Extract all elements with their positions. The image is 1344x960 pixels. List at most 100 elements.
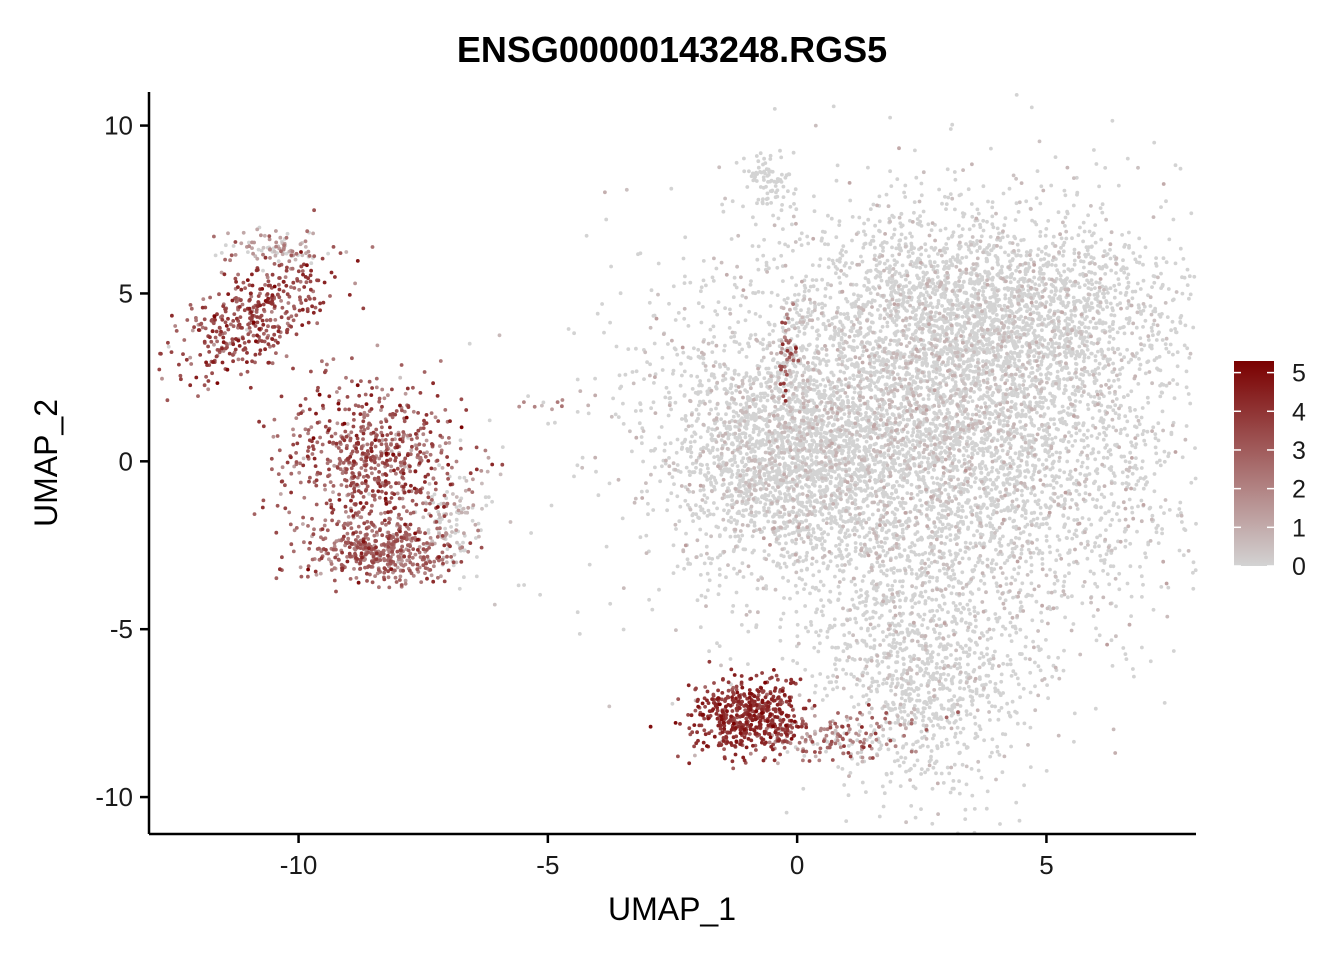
cell-point [868,268,873,273]
cell-point [1037,648,1042,653]
cell-point [1055,606,1059,610]
cell-point [842,370,846,375]
cell-point [959,391,964,395]
cell-point [246,250,250,255]
cell-point [939,477,944,482]
cell-point [926,397,931,401]
cell-point [877,544,881,549]
cell-point [978,510,983,515]
cell-point [1050,452,1055,457]
cell-point [804,274,808,279]
cell-point [793,399,798,404]
cell-point [1112,474,1117,478]
cell-point [1017,473,1022,478]
cell-point [819,598,823,602]
cell-point [892,512,897,517]
cell-point [1066,516,1071,520]
cell-point [788,204,793,209]
cell-point [1064,236,1069,241]
cell-point [584,233,589,238]
cell-point [856,293,860,298]
cell-point [889,491,894,496]
cell-point [843,534,847,539]
cell-point [795,334,800,338]
cell-point [939,534,944,539]
cell-point [806,629,810,634]
cell-point [995,589,1000,594]
cell-point [885,568,889,573]
cell-point [827,421,831,425]
cell-point [917,444,922,448]
cell-point [1022,379,1026,383]
cell-point [1135,351,1139,356]
cell-point [1036,644,1041,649]
cell-point [911,427,916,431]
cell-point [968,541,973,546]
cell-point [876,308,880,312]
cell-point [445,547,450,551]
cell-point [449,525,453,529]
cell-point [790,222,794,227]
cell-point [1044,521,1049,526]
cell-point [716,412,720,416]
cell-point [1074,528,1078,533]
cell-point [981,425,986,430]
cell-point [919,572,924,577]
cell-point [900,523,905,527]
cell-point [839,335,844,340]
cell-point [726,436,731,441]
cell-point [834,544,838,548]
cell-point [993,409,998,413]
cell-point [1053,570,1057,575]
cell-point [1014,479,1019,484]
cell-point [840,569,845,574]
cell-point [877,423,881,428]
cell-point [885,412,890,416]
cell-point [971,545,976,550]
cell-point [915,493,920,497]
cell-point [1005,387,1009,392]
cell-point [903,405,907,409]
cell-point [966,187,971,192]
cell-point [723,527,728,532]
cell-point [966,525,971,530]
cell-point [1015,468,1020,473]
cell-point [981,450,986,454]
cell-point [1125,419,1130,424]
cell-point [1104,443,1109,447]
cell-point [1109,638,1114,643]
cell-point [710,340,715,345]
cell-point [662,448,667,453]
cell-point [921,478,926,483]
cell-point [938,423,942,427]
cell-point [1143,482,1148,487]
cell-point [840,248,844,253]
cell-point [716,300,721,304]
cell-point [888,115,892,120]
cell-point [1087,472,1092,476]
cell-point [855,329,859,334]
cell-point [1072,408,1077,413]
cell-point [760,290,765,295]
cell-point [957,459,961,464]
cell-point [1092,571,1096,576]
cell-point [809,541,813,546]
cell-point [1009,399,1014,404]
cell-point [808,503,813,508]
cell-point [1027,374,1031,379]
cell-point [851,345,856,350]
cell-point [1056,655,1060,660]
cell-point [1047,433,1052,437]
cell-point [705,571,710,576]
cell-point [1191,325,1196,330]
cell-point [723,343,727,348]
cell-point [991,526,996,531]
cell-point [1055,268,1060,273]
cell-point [705,429,710,434]
cell-point [872,360,877,365]
cell-point [1130,505,1134,510]
cell-point [1110,118,1115,123]
cell-point [762,395,767,400]
cell-point [1082,445,1087,450]
cell-point [732,282,737,287]
